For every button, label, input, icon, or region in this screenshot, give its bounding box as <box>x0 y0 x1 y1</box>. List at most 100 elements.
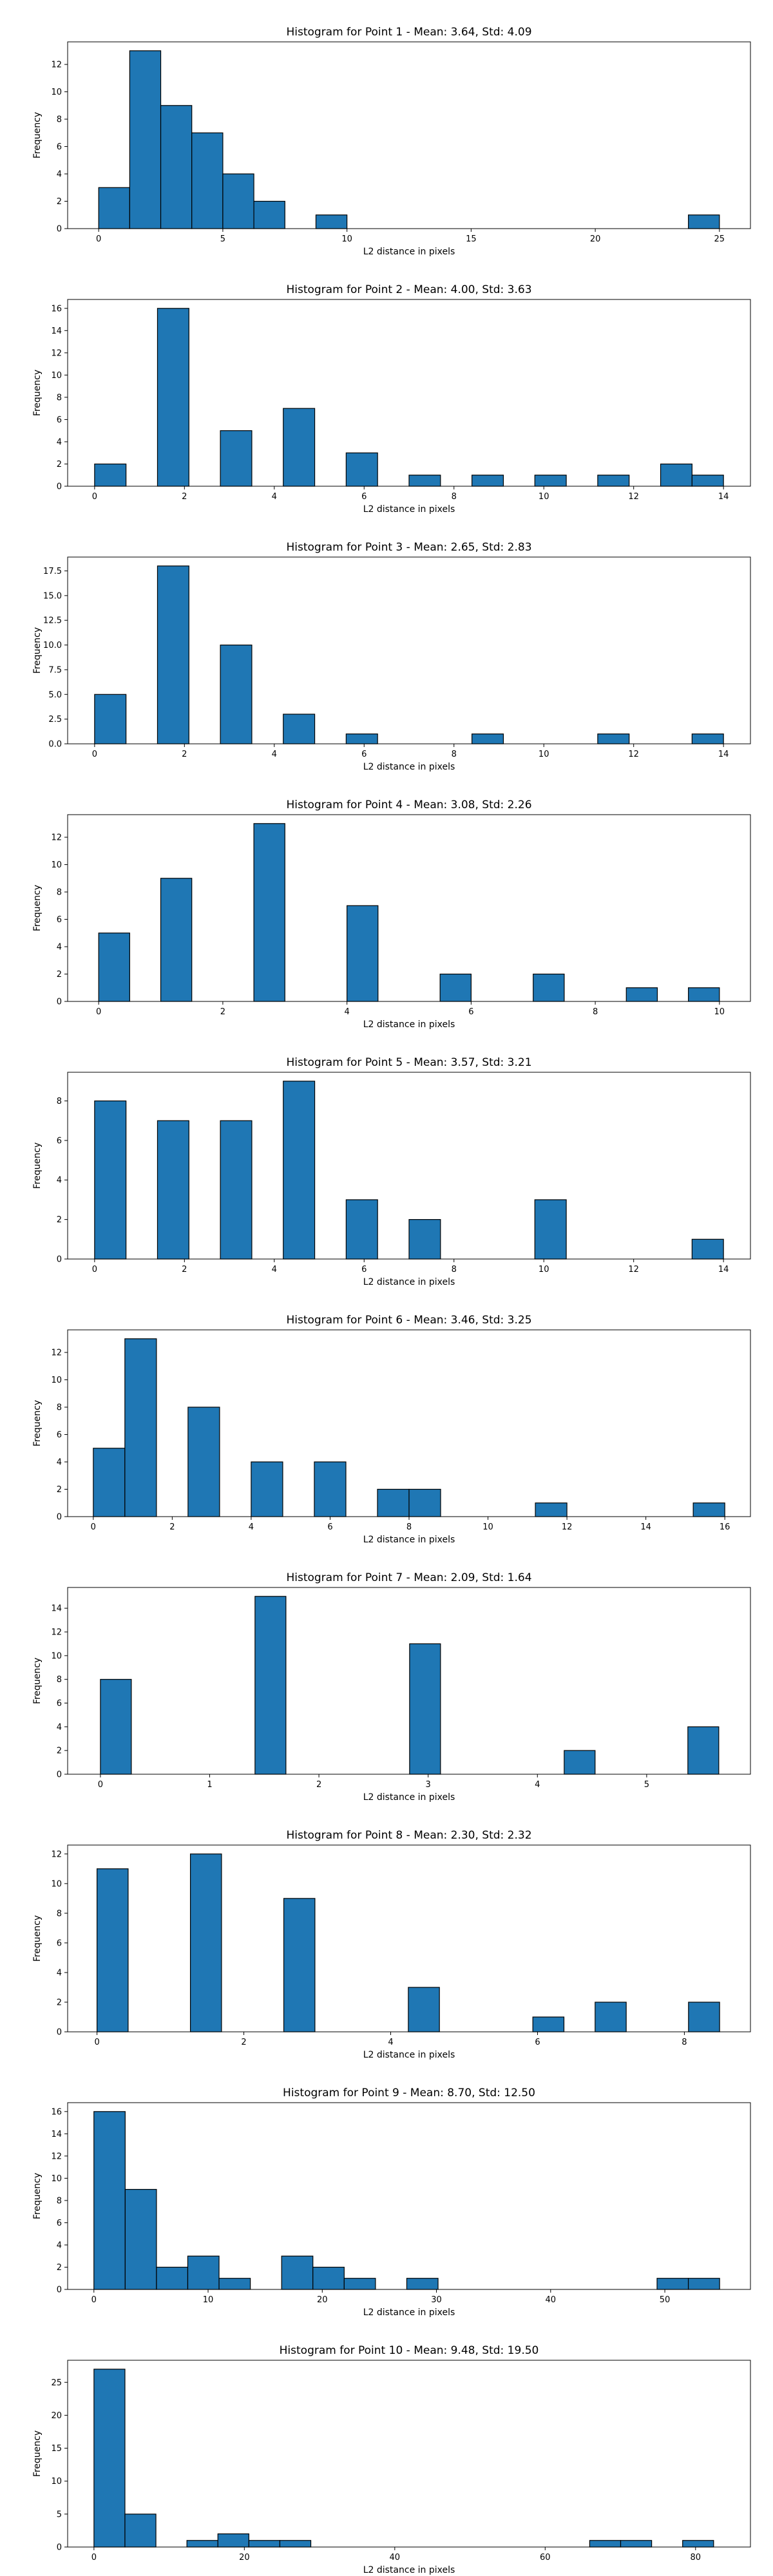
y-tick-label: 0 <box>57 1770 62 1780</box>
x-tick-label: 0 <box>91 2295 97 2305</box>
x-tick-label: 8 <box>682 2038 687 2047</box>
histogram-bars <box>94 565 724 744</box>
histogram-panel-10: Histogram for Point 10 - Mean: 9.48, Std… <box>32 2344 751 2575</box>
histogram-bar <box>253 823 285 1002</box>
y-tick-label: 0 <box>57 1255 62 1265</box>
histogram-bar <box>93 2111 126 2290</box>
histogram-bar <box>688 987 720 1002</box>
x-tick-label: 20 <box>239 2553 250 2562</box>
y-tick-label: 2 <box>57 197 62 207</box>
histogram-bar <box>283 1898 316 2032</box>
y-tick-label: 0 <box>57 998 62 1007</box>
x-tick-label: 4 <box>388 2038 393 2047</box>
plot-frame <box>67 1587 751 1775</box>
y-tick-label: 10.0 <box>43 641 62 650</box>
histogram-bars <box>93 1338 725 1517</box>
y-tick-label: 17.5 <box>43 567 62 576</box>
histogram-bar <box>533 973 565 1002</box>
x-tick-label: 10 <box>539 750 549 759</box>
y-tick-label: 4 <box>57 1723 62 1732</box>
x-tick-label: 16 <box>720 1522 730 1532</box>
histogram-bar <box>218 2278 251 2290</box>
y-tick-label: 15.0 <box>43 591 62 601</box>
plot-frame <box>67 556 751 744</box>
y-tick-label: 12 <box>51 1850 62 1859</box>
x-tick-label: 20 <box>590 234 601 244</box>
histogram-bar <box>98 187 130 229</box>
x-tick-label: 8 <box>452 492 457 502</box>
x-tick-label: 10 <box>341 234 352 244</box>
x-axis-label: L2 distance in pixels <box>363 1019 455 1030</box>
x-tick-label: 2 <box>182 1265 187 1274</box>
chart-title: Histogram for Point 10 - Mean: 9.48, Std… <box>280 2344 539 2357</box>
chart-title: Histogram for Point 9 - Mean: 8.70, Std:… <box>283 2087 535 2099</box>
y-tick-label: 25 <box>51 2378 62 2388</box>
y-tick-label: 2 <box>57 1485 62 1495</box>
y-tick-label: 6 <box>57 1938 62 1948</box>
x-tick-label: 8 <box>452 1265 457 1274</box>
x-tick-label: 14 <box>718 492 729 502</box>
histogram-bar <box>187 2255 220 2290</box>
histogram-bar <box>377 1488 410 1517</box>
y-axis-label: Frequency <box>32 627 43 674</box>
histogram-bar <box>93 1448 126 1517</box>
y-tick-label: 12 <box>51 1349 62 1358</box>
histogram-bar <box>688 2002 720 2032</box>
histogram-panel-3: Histogram for Point 3 - Mean: 2.65, Std:… <box>32 541 751 772</box>
x-tick-label: 2 <box>241 2038 246 2047</box>
histogram-bar <box>691 475 724 487</box>
y-tick-label: 20 <box>51 2411 62 2421</box>
histogram-bar <box>312 2266 345 2290</box>
y-tick-label: 15 <box>51 2444 62 2454</box>
x-tick-label: 0 <box>91 2553 97 2562</box>
x-tick-label: 0 <box>96 234 101 244</box>
x-tick-label: 80 <box>691 2553 701 2562</box>
plot-frame <box>67 2360 751 2548</box>
y-axis-label: Frequency <box>32 1142 43 1189</box>
histogram-bar <box>315 214 348 229</box>
x-tick-label: 25 <box>714 234 725 244</box>
y-axis-label: Frequency <box>32 112 43 158</box>
histogram-bar <box>160 105 193 229</box>
y-tick-label: 10 <box>51 2174 62 2184</box>
histogram-bar <box>187 1406 220 1517</box>
x-tick-label: 8 <box>593 1007 598 1017</box>
histogram-bars <box>96 1853 720 2032</box>
y-tick-label: 4 <box>57 170 62 180</box>
histogram-bar <box>408 1219 441 1260</box>
histogram-bar <box>222 173 254 229</box>
histogram-bar <box>98 933 130 1002</box>
x-tick-label: 12 <box>628 1265 639 1274</box>
y-axis-label: Frequency <box>32 885 43 931</box>
x-tick-label: 0 <box>94 2038 99 2047</box>
y-axis-label: Frequency <box>32 1658 43 1704</box>
x-tick-label: 0 <box>96 1007 101 1017</box>
x-tick-label: 6 <box>361 492 367 502</box>
x-axis-label: L2 distance in pixels <box>363 2307 455 2318</box>
y-tick-label: 14 <box>51 1604 62 1614</box>
histogram-panel-5: Histogram for Point 5 - Mean: 3.57, Std:… <box>32 1056 751 1287</box>
x-tick-label: 20 <box>317 2295 328 2305</box>
x-tick-label: 8 <box>452 750 457 759</box>
y-axis-label: Frequency <box>32 2173 43 2219</box>
x-tick-label: 4 <box>272 750 277 759</box>
x-axis-label: L2 distance in pixels <box>363 762 455 772</box>
histogram-bar <box>217 2533 249 2548</box>
histogram-bar <box>283 714 316 744</box>
y-tick-label: 5.0 <box>48 690 62 700</box>
plot-frame <box>67 1072 751 1260</box>
x-tick-label: 60 <box>540 2553 551 2562</box>
histogram-bar <box>129 50 162 229</box>
histogram-bar <box>472 475 504 487</box>
y-tick-label: 0 <box>57 2286 62 2295</box>
y-tick-label: 4 <box>57 943 62 952</box>
y-tick-label: 6 <box>57 1136 62 1146</box>
x-tick-label: 10 <box>714 1007 725 1017</box>
y-tick-label: 4 <box>57 1176 62 1186</box>
y-axis-label: Frequency <box>32 1400 43 1446</box>
histogram-panel-9: Histogram for Point 9 - Mean: 8.70, Std:… <box>32 2087 751 2318</box>
histogram-bar <box>156 2266 189 2290</box>
x-tick-label: 6 <box>535 2038 540 2047</box>
histogram-bar <box>283 1081 316 1260</box>
y-tick-label: 6 <box>57 142 62 152</box>
